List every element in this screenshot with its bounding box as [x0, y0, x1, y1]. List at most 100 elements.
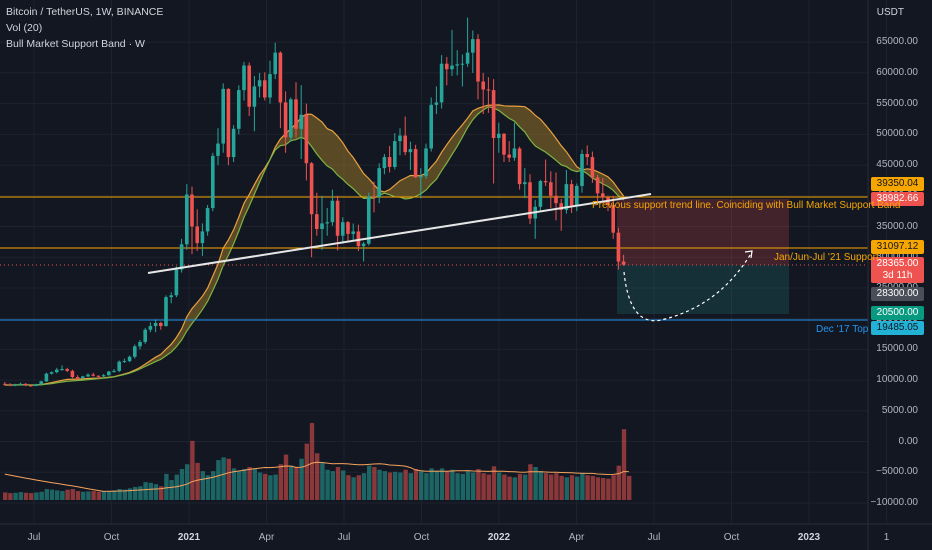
- candle-body: [226, 88, 231, 158]
- volume-bar: [44, 489, 49, 500]
- volume-bar: [242, 469, 247, 500]
- candle-body: [611, 205, 615, 233]
- volume-bar: [101, 491, 107, 500]
- candle-body: [96, 375, 101, 377]
- volume-bar: [569, 475, 575, 500]
- volume-bar: [174, 474, 179, 500]
- volume-bar: [283, 454, 289, 500]
- candle-body: [335, 200, 340, 236]
- volume-bar: [237, 471, 242, 500]
- volume-bar: [257, 472, 263, 500]
- volume-bar: [559, 475, 564, 500]
- candle-body: [127, 356, 132, 362]
- volume-bar: [424, 473, 429, 500]
- candle-body: [138, 342, 142, 347]
- volume-bar: [39, 491, 44, 500]
- volume-bar: [148, 482, 153, 500]
- volume-legend[interactable]: Vol (20): [6, 22, 43, 34]
- volume-bar: [538, 471, 543, 500]
- time-tick: Oct: [723, 532, 740, 543]
- volume-bar: [445, 471, 450, 500]
- volume-bar: [159, 486, 164, 500]
- bar-countdown: 3d 11h: [882, 270, 913, 281]
- candle-body: [382, 157, 387, 169]
- volume-bar: [533, 467, 538, 500]
- price-tick: 15000.00: [876, 343, 918, 355]
- volume-bar: [320, 462, 325, 500]
- candle-body: [315, 214, 319, 229]
- candle-body: [3, 383, 7, 385]
- time-tick: Apr: [568, 532, 585, 543]
- candle-body: [367, 196, 371, 244]
- volume-bar: [450, 469, 455, 500]
- candle-body: [497, 133, 501, 139]
- volume-bar: [133, 486, 138, 500]
- volume-bar: [13, 492, 18, 500]
- time-tick: Jul: [337, 532, 351, 543]
- volume-bar: [263, 473, 268, 500]
- trendline-annotation[interactable]: Previous support trend line. Coinciding …: [592, 200, 901, 211]
- volume-bar: [486, 474, 491, 500]
- currency-label[interactable]: USDT: [876, 7, 904, 18]
- candle-body: [554, 195, 558, 204]
- candle-body: [590, 157, 595, 178]
- volume-bar: [616, 465, 621, 500]
- volume-bar: [564, 477, 569, 500]
- candle-body: [320, 223, 324, 229]
- volume-bar: [221, 457, 226, 500]
- candle-body: [517, 148, 522, 185]
- candle-body: [289, 99, 293, 138]
- time-tick: 2023: [797, 532, 821, 543]
- volume-bar: [434, 470, 439, 500]
- volume-bar: [528, 464, 533, 500]
- volume-bar: [398, 472, 403, 500]
- candle-body: [133, 346, 137, 357]
- volume-bar: [268, 475, 273, 500]
- candle-body: [351, 231, 355, 234]
- price-tick: 0.00: [898, 435, 918, 447]
- volume-bar: [65, 489, 70, 500]
- candle-body: [377, 168, 381, 198]
- volume-bar: [143, 482, 148, 500]
- candle-body: [273, 52, 277, 75]
- indicator-legend[interactable]: Bull Market Support Band · W: [6, 38, 145, 50]
- volume-bar: [60, 491, 65, 500]
- candle-body: [486, 89, 491, 91]
- support-trend-line[interactable]: [147, 193, 652, 274]
- candle-body: [231, 128, 236, 158]
- time-tick: Jul: [27, 532, 41, 543]
- volume-bar: [195, 462, 200, 500]
- dec17-annotation[interactable]: Dec '17 Top: [816, 324, 869, 335]
- volume-bar: [419, 471, 424, 500]
- volume-bar: [382, 471, 387, 500]
- candle-body: [424, 148, 428, 177]
- candle-body: [148, 326, 153, 330]
- price-tick: −5000.00: [876, 466, 918, 478]
- price-tick: 30000.00: [876, 251, 918, 262]
- candle-body: [413, 149, 418, 178]
- symbol-legend[interactable]: Bitcoin / TetherUS, 1W, BINANCE: [6, 6, 164, 18]
- volume-bar: [330, 471, 335, 500]
- volume-bar: [179, 469, 185, 500]
- candle-body: [216, 143, 220, 156]
- candle-body: [179, 244, 184, 270]
- candle-body: [309, 163, 314, 215]
- candle-body: [247, 65, 251, 107]
- volume-bar: [86, 491, 91, 500]
- volume-bar: [3, 492, 8, 500]
- time-tick: Oct: [413, 532, 430, 543]
- candle-body: [49, 372, 54, 374]
- support-annotation[interactable]: Jan/Jun-Jul '21 Support: [774, 252, 879, 263]
- projection-path[interactable]: [623, 251, 753, 322]
- candle-body: [616, 232, 621, 262]
- volume-bar: [294, 467, 299, 500]
- volume-bar: [18, 492, 23, 500]
- volume-bar: [335, 467, 341, 500]
- volume-bars: [3, 423, 632, 500]
- candle-body: [346, 222, 350, 234]
- volume-bar: [185, 464, 190, 500]
- volume-bar: [580, 473, 585, 500]
- candle-body: [65, 369, 69, 371]
- candle-body: [408, 149, 413, 153]
